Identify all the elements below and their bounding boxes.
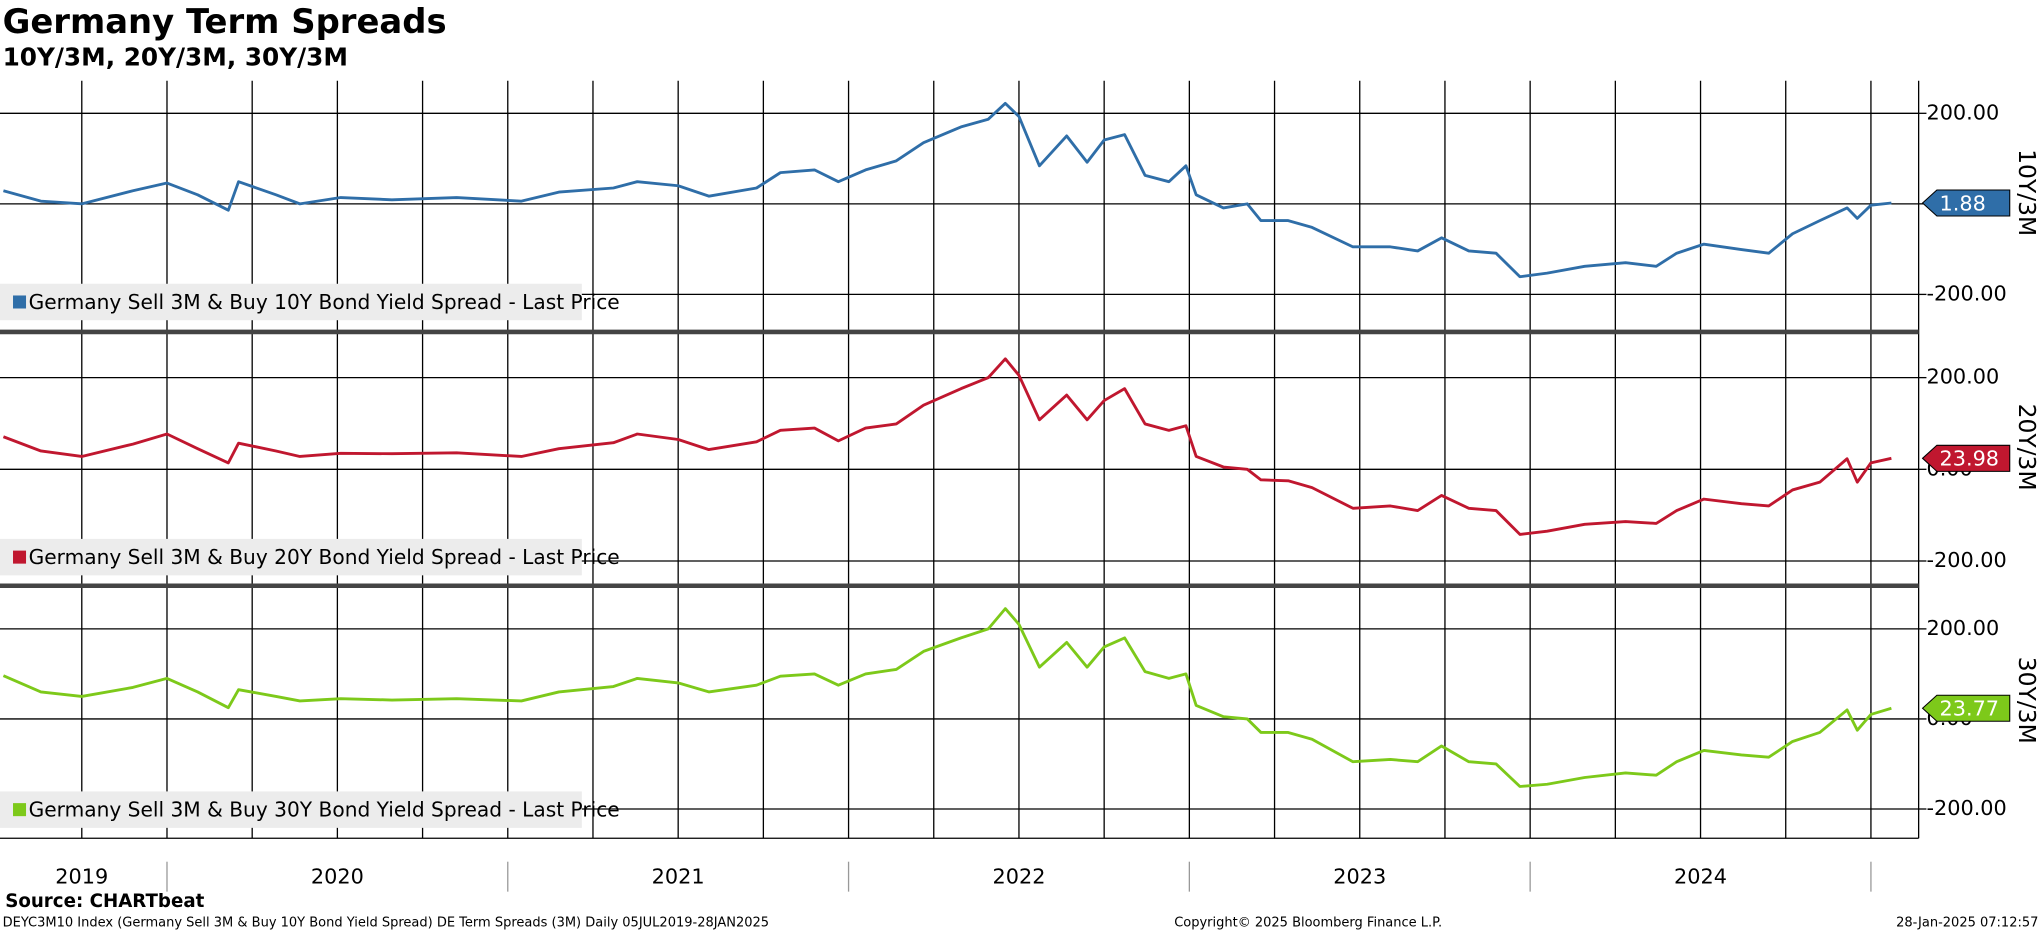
chart-subtitle: 10Y/3M, 20Y/3M, 30Y/3M (3, 43, 348, 72)
timestamp: 28-Jan-2025 07:12:57 (1896, 915, 2038, 930)
y-tick-label: 200.00 (1926, 365, 1999, 389)
y-tick-label: 200.00 (1926, 100, 1999, 124)
x-tick-label: 2020 (311, 864, 364, 888)
last-value-tag (1921, 189, 2011, 217)
y-tick-label: -200.00 (1926, 281, 2006, 305)
legend-background (0, 283, 582, 321)
last-value-label: 23.77 (1939, 697, 1999, 721)
last-value-tag (1921, 694, 2011, 722)
panel-label: 30Y/3M (2013, 657, 2041, 744)
y-tick-label: 200.00 (1926, 616, 1999, 640)
legend-label: Germany Sell 3M & Buy 30Y Bond Yield Spr… (29, 797, 620, 821)
copyright: Copyright© 2025 Bloomberg Finance L.P. (1174, 915, 1442, 930)
series-line (3, 101, 1892, 279)
x-tick-label: 2021 (652, 864, 705, 888)
legend-swatch (13, 550, 27, 564)
x-tick-label: 2024 (1674, 864, 1727, 888)
legend-label: Germany Sell 3M & Buy 20Y Bond Yield Spr… (29, 545, 620, 569)
x-tick-label: 2019 (55, 864, 108, 888)
y-tick-label: -200.00 (1926, 796, 2006, 820)
x-tick-label: 2023 (1333, 864, 1386, 888)
panel-label: 10Y/3M (2013, 149, 2041, 236)
footer-description: DEYC3M10 Index (Germany Sell 3M & Buy 10… (3, 915, 769, 930)
last-value-label: 23.98 (1939, 447, 1999, 471)
legend-swatch (13, 803, 27, 817)
x-tick-label: 2022 (992, 864, 1045, 888)
source: Source: CHARTbeat (5, 891, 204, 912)
last-value-label: 1.88 (1939, 191, 1985, 215)
y-tick-label: -200.00 (1926, 548, 2006, 572)
legend-swatch (13, 295, 27, 309)
legend-background (0, 791, 582, 828)
legend-label: Germany Sell 3M & Buy 10Y Bond Yield Spr… (29, 290, 620, 314)
last-value-tag (1921, 444, 2011, 472)
legend-background (0, 538, 582, 576)
panel-label: 20Y/3M (2013, 404, 2041, 491)
series-line (2, 607, 1892, 788)
series-line (2, 357, 1892, 536)
chart-title: Germany Term Spreads (3, 2, 447, 41)
